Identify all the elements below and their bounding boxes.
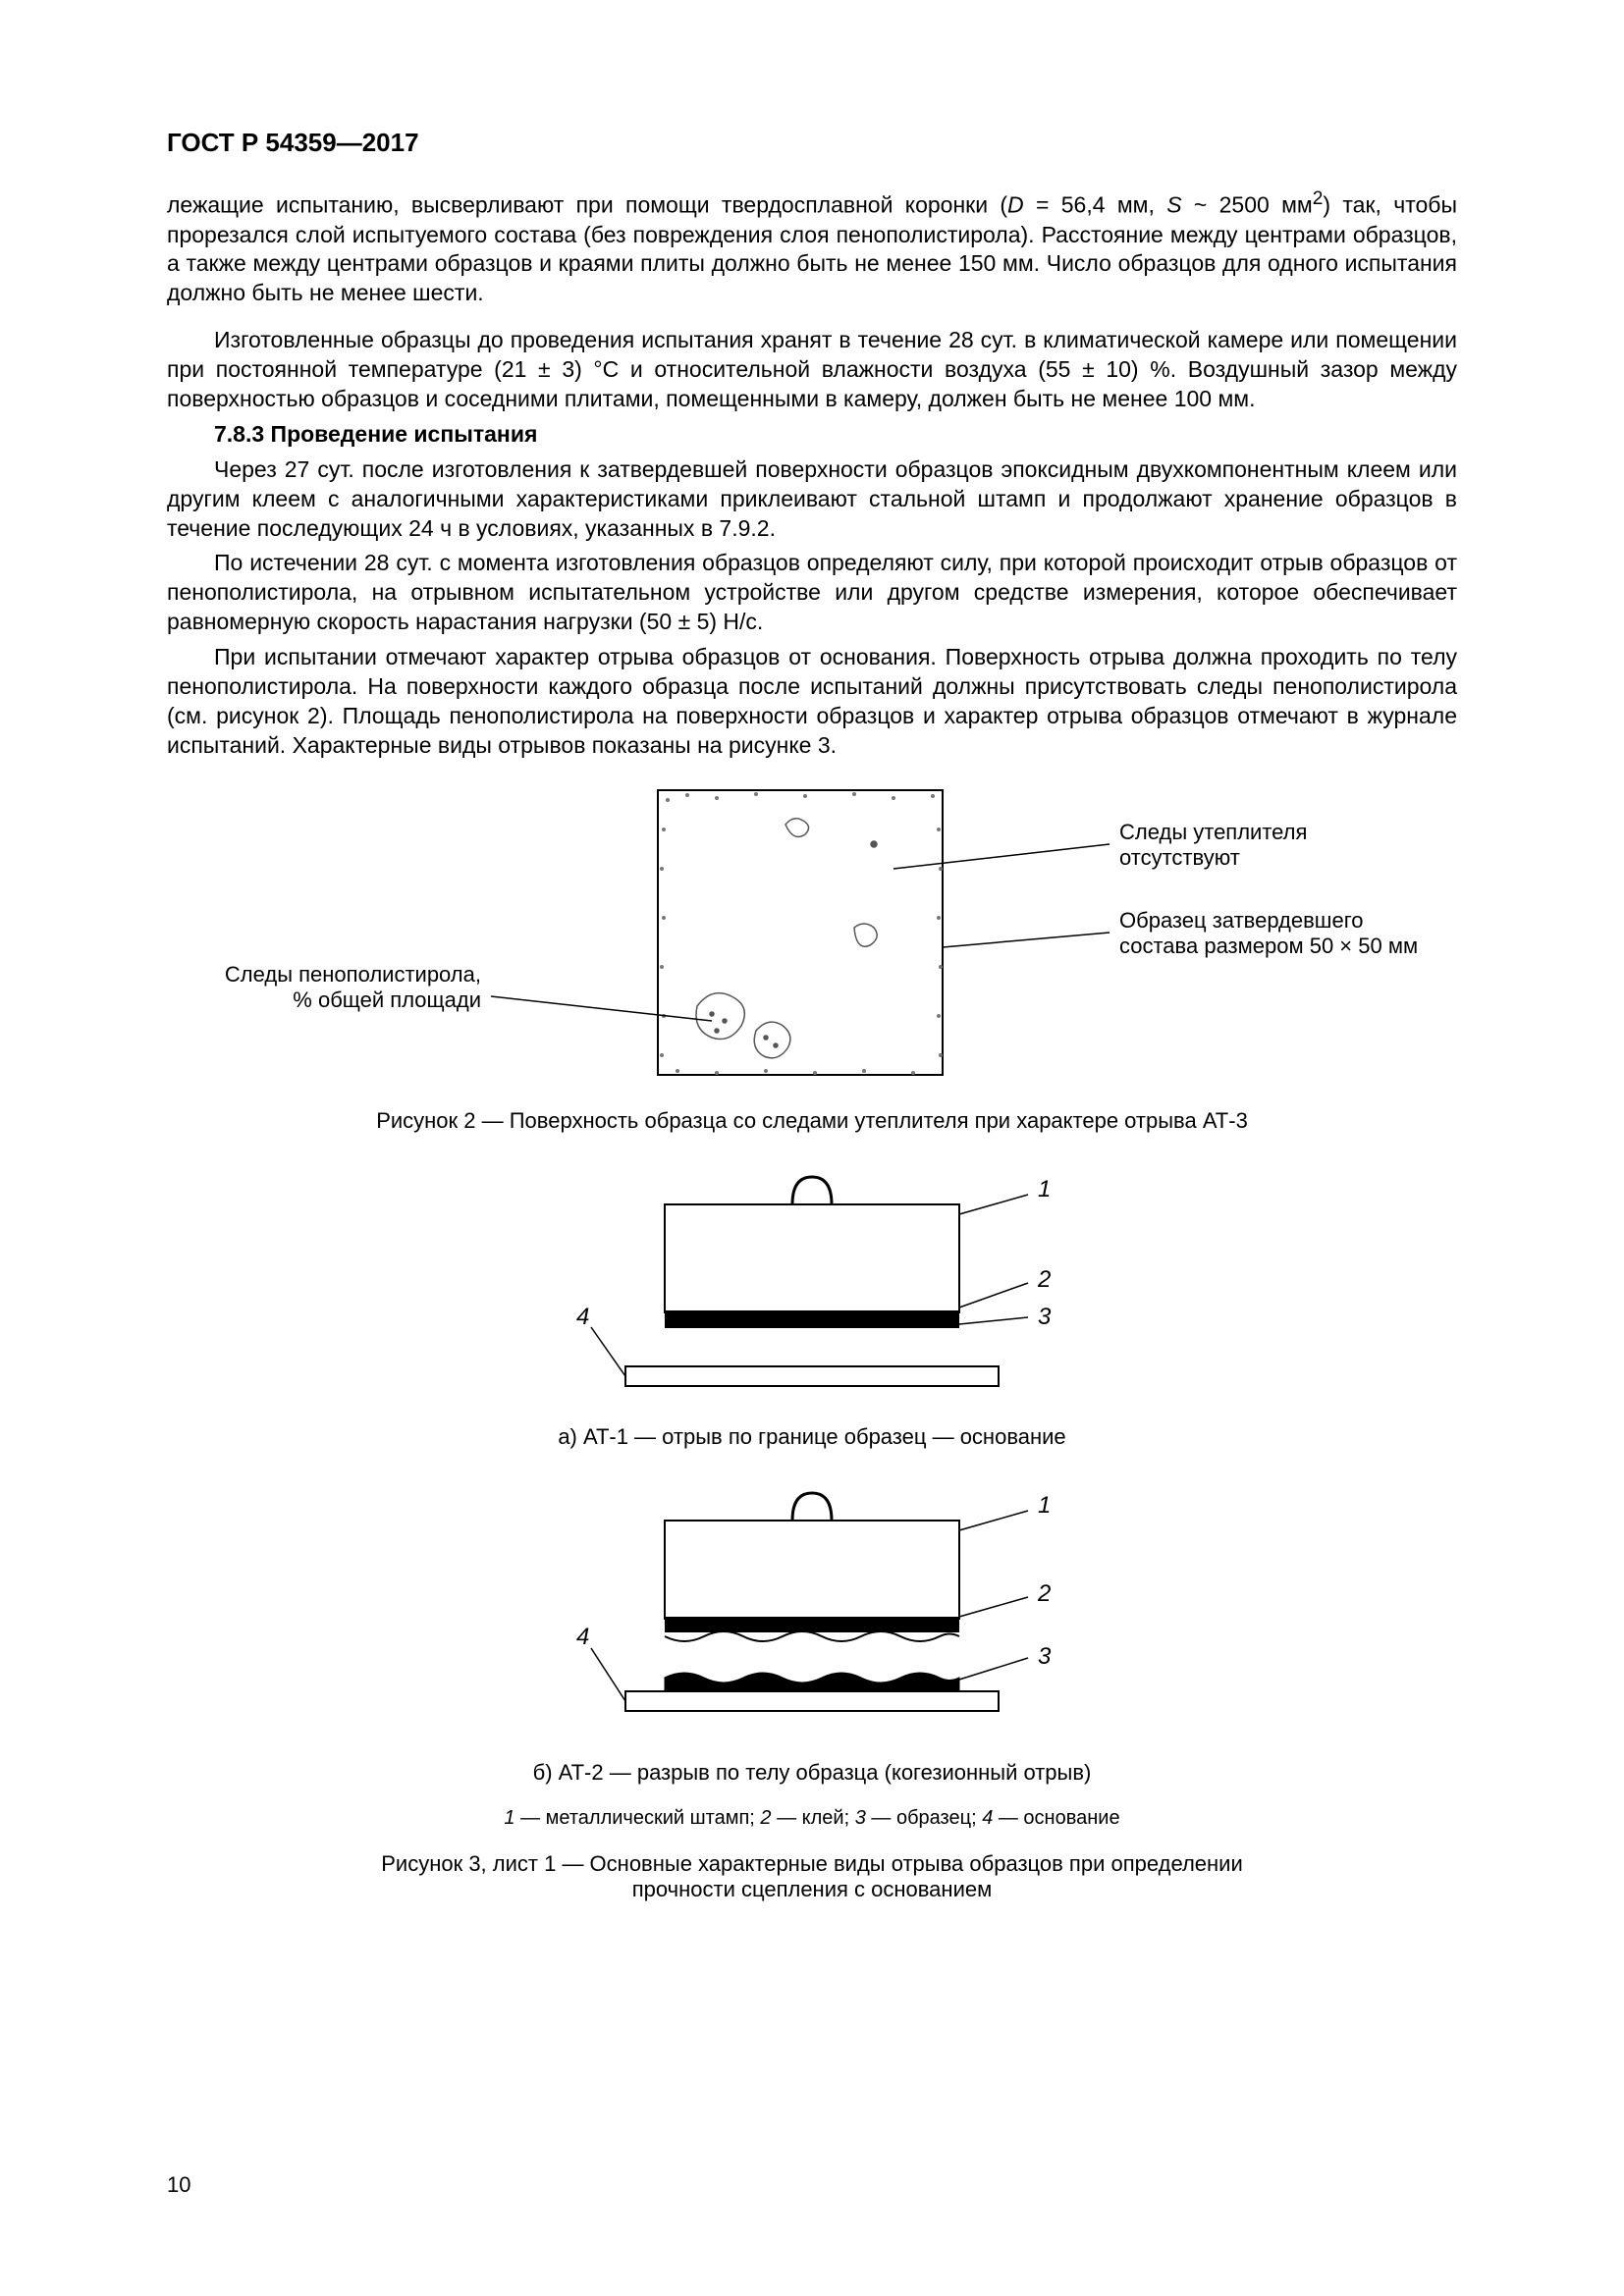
p1-mid1: = 56,4 мм, xyxy=(1024,192,1167,218)
figure-2-svg: Следы утеплителя отсутствуют Образец зат… xyxy=(167,780,1457,1095)
hook-icon xyxy=(792,1493,832,1521)
para-4: По истечении 28 сут. с момента изготовле… xyxy=(167,549,1457,637)
legend-2i: 2 xyxy=(760,1807,771,1829)
leader-line-2 xyxy=(943,933,1110,947)
sample-strip xyxy=(665,1312,959,1328)
stamp-block xyxy=(665,1521,959,1619)
leader-3 xyxy=(959,1317,1028,1324)
figure-3a-svg: 1 2 3 4 xyxy=(498,1155,1126,1411)
fig2-label-l-l1: Следы пенополистирола, xyxy=(225,962,481,987)
legend-3i: 3 xyxy=(855,1807,866,1829)
sec-num: 7.8.3 xyxy=(214,421,264,447)
leader-1 xyxy=(959,1195,1028,1214)
figure-2-caption: Рисунок 2 — Поверхность образца со следа… xyxy=(167,1108,1457,1134)
figure-3a: 1 2 3 4 а) АТ-1 — отрыв по границе образ… xyxy=(167,1155,1457,1450)
body-text: лежащие испытанию, высверливают при помо… xyxy=(167,187,1457,761)
page-number: 10 xyxy=(167,2172,190,2198)
para-2: Изготовленные образцы до проведения испы… xyxy=(167,326,1457,414)
leader-4 xyxy=(591,1648,625,1701)
n2: 2 xyxy=(1037,1580,1051,1607)
doc-header: ГОСТ Р 54359—2017 xyxy=(167,128,1457,158)
n4: 4 xyxy=(576,1304,589,1330)
para-1: лежащие испытанию, высверливают при помо… xyxy=(167,187,1457,308)
sec-title: Проведение испытания xyxy=(264,421,537,447)
p1-sup: 2 xyxy=(1313,188,1324,209)
leader-1 xyxy=(959,1511,1028,1530)
sample-bottom xyxy=(665,1673,959,1691)
p1-S: S xyxy=(1166,192,1181,218)
n4: 4 xyxy=(576,1624,589,1650)
fig2-label-r1-l2: отсутствуют xyxy=(1119,845,1240,870)
n2: 2 xyxy=(1037,1266,1051,1293)
leader-2 xyxy=(959,1597,1028,1617)
p1-mid2: ~ 2500 мм xyxy=(1182,192,1313,218)
figure-3-caption: Рисунок 3, лист 1 — Основные характерные… xyxy=(167,1851,1457,1902)
n1: 1 xyxy=(1038,1492,1051,1519)
tear-top xyxy=(665,1631,959,1641)
n1: 1 xyxy=(1038,1176,1051,1202)
figure-3b: 1 2 3 4 б) АТ-2 — разрыв по телу образца… xyxy=(167,1471,1457,1786)
figure-3a-caption: а) АТ-1 — отрыв по границе образец — осн… xyxy=(167,1424,1457,1450)
leader-4 xyxy=(591,1327,625,1376)
fig2-label-r2-l1: Образец затвердевшего xyxy=(1119,908,1363,933)
section-heading: 7.8.3 Проведение испытания xyxy=(167,420,1457,450)
figure-2: Следы утеплителя отсутствуют Образец зат… xyxy=(167,780,1457,1134)
leader-3 xyxy=(959,1658,1028,1680)
hook-icon xyxy=(792,1177,832,1204)
sample-top xyxy=(665,1619,959,1632)
fig2-label-r1-l1: Следы утеплителя xyxy=(1119,820,1307,844)
legend-1i: 1 xyxy=(504,1807,514,1829)
figure-3-legend: 1 — металлический штамп; 2 — клей; 3 — о… xyxy=(167,1807,1457,1830)
legend-4i: 4 xyxy=(982,1807,993,1829)
figure-3b-svg: 1 2 3 4 xyxy=(498,1471,1126,1746)
para-5: При испытании отмечают характер отрыва о… xyxy=(167,643,1457,761)
base-plate xyxy=(625,1691,999,1711)
legend-4t: — основание xyxy=(993,1807,1119,1829)
fig2-label-l-l2: % общей площади xyxy=(293,988,481,1012)
fig2-label-r2-l2: состава размером 50 × 50 мм xyxy=(1119,934,1418,958)
para-3: Через 27 сут. после изготовления к затве… xyxy=(167,455,1457,544)
base-plate xyxy=(625,1366,999,1386)
fig3-cap-l2: прочности сцепления с основанием xyxy=(632,1877,992,1901)
fig3-cap-l1: Рисунок 3, лист 1 — Основные характерные… xyxy=(381,1851,1243,1876)
p1-D: D xyxy=(1007,192,1024,218)
page: ГОСТ Р 54359—2017 лежащие испытанию, выс… xyxy=(0,0,1624,2296)
leader-2 xyxy=(959,1283,1028,1308)
sample-box xyxy=(658,790,943,1075)
legend-2t: — клей; xyxy=(772,1807,855,1829)
legend-1t: — металлический штамп; xyxy=(515,1807,761,1829)
n3: 3 xyxy=(1038,1304,1052,1330)
n3: 3 xyxy=(1038,1643,1052,1670)
p1-pre: лежащие испытанию, высверливают при помо… xyxy=(167,192,1007,218)
legend-3t: — образец; xyxy=(866,1807,982,1829)
figure-3b-caption: б) АТ-2 — разрыв по телу образца (когези… xyxy=(167,1760,1457,1786)
stamp-block xyxy=(665,1204,959,1312)
